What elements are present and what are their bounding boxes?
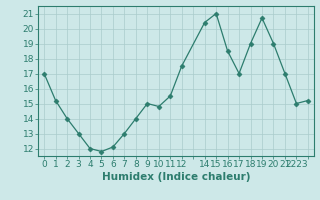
X-axis label: Humidex (Indice chaleur): Humidex (Indice chaleur) (102, 172, 250, 182)
